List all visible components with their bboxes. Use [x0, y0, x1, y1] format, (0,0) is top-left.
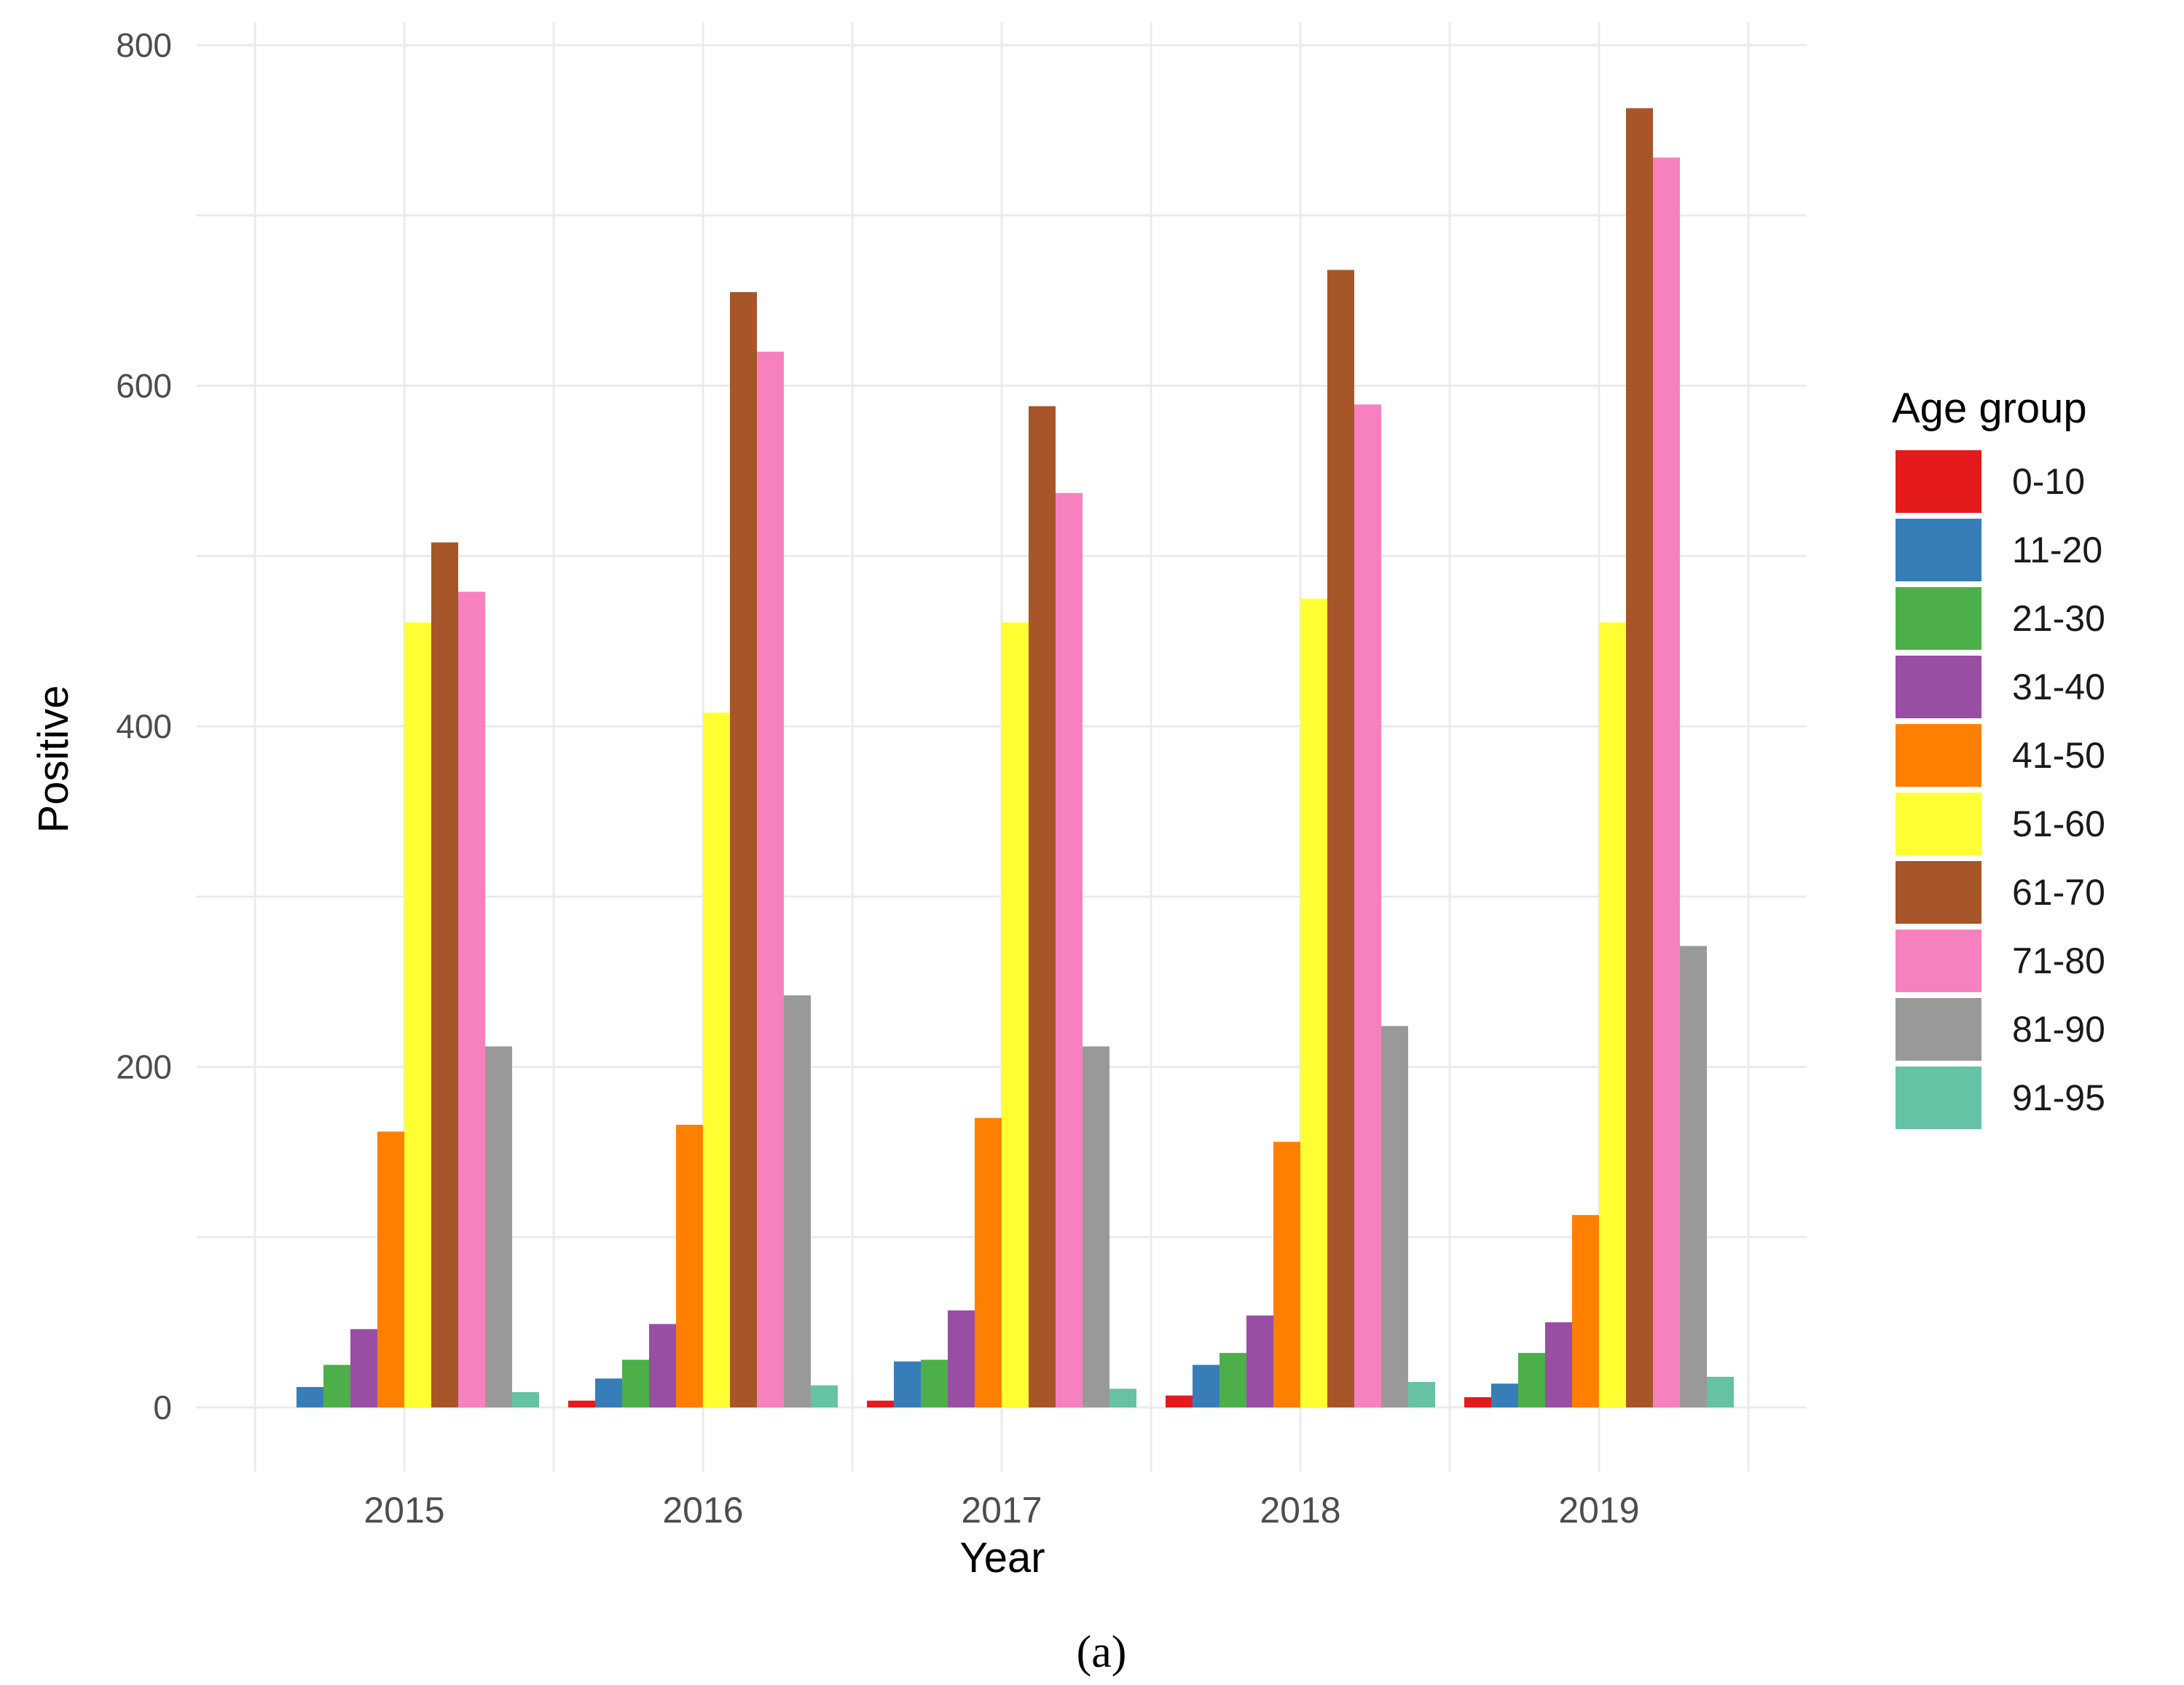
legend-label-21-30: 21-30: [2012, 598, 2105, 639]
bar-2019-11-20: [1491, 1383, 1518, 1407]
legend-label-41-50: 41-50: [2012, 735, 2105, 776]
legend-key-71-80: [1896, 930, 1981, 992]
bar-2019-51-60: [1599, 622, 1626, 1407]
y-tick-label: 400: [116, 707, 172, 745]
bar-2016-81-90: [784, 995, 811, 1407]
bar-2017-11-20: [894, 1361, 921, 1407]
bar-2018-61-70: [1327, 270, 1354, 1407]
bar-2019-21-30: [1518, 1353, 1545, 1407]
bar-2019-0-10: [1464, 1397, 1491, 1407]
bar-2019-41-50: [1572, 1214, 1599, 1407]
x-axis-ticks: 2015 2016 2017 2018 2019: [364, 1490, 1639, 1531]
bar-2017-61-70: [1029, 406, 1056, 1407]
bar-2019-81-90: [1680, 946, 1707, 1407]
legend-label-61-70: 61-70: [2012, 872, 2105, 913]
y-tick-label: 600: [116, 367, 172, 405]
bar-2018-0-10: [1166, 1395, 1193, 1407]
x-tick-label: 2018: [1260, 1490, 1340, 1531]
bar-2015-21-30: [323, 1364, 350, 1407]
bar-2015-31-40: [350, 1329, 377, 1407]
bar-2016-41-50: [676, 1124, 703, 1407]
bar-2016-91-95: [811, 1385, 838, 1407]
x-tick-label: 2016: [662, 1490, 743, 1531]
bar-2015-41-50: [377, 1131, 404, 1407]
bar-2016-51-60: [703, 712, 730, 1407]
legend-key-61-70: [1896, 861, 1981, 924]
legend-key-41-50: [1896, 724, 1981, 787]
bar-2015-81-90: [485, 1046, 512, 1407]
x-axis-title: Year: [959, 1534, 1045, 1582]
bar-2016-0-10: [568, 1400, 595, 1407]
bar-2018-21-30: [1219, 1353, 1246, 1407]
legend-key-21-30: [1896, 587, 1981, 650]
y-axis-ticks: 0 200 400 600 800: [116, 26, 172, 1426]
bar-2018-51-60: [1300, 598, 1327, 1407]
bar-2019-61-70: [1626, 108, 1653, 1407]
y-tick-label: 0: [153, 1389, 172, 1426]
legend: Age group 0-10 11-20 21-30 31-40 41-50 51-60 6…: [1892, 385, 2105, 1129]
bar-2016-11-20: [595, 1378, 622, 1407]
x-tick-label: 2017: [961, 1490, 1042, 1531]
legend-key-0-10: [1896, 450, 1981, 513]
bar-2015-91-95: [512, 1391, 539, 1407]
bar-2016-21-30: [622, 1359, 649, 1407]
y-tick-label: 800: [116, 26, 172, 64]
bar-2019-31-40: [1545, 1322, 1572, 1407]
y-tick-label: 200: [116, 1048, 172, 1086]
legend-label-71-80: 71-80: [2012, 940, 2105, 981]
legend-key-81-90: [1896, 998, 1981, 1061]
x-tick-label: 2015: [364, 1490, 444, 1531]
bar-2017-51-60: [1002, 622, 1029, 1407]
bar-2015-71-80: [458, 592, 485, 1407]
legend-title: Age group: [1892, 385, 2087, 432]
bar-2017-71-80: [1056, 492, 1083, 1408]
y-axis-title: Positive: [30, 685, 77, 833]
legend-label-91-95: 91-95: [2012, 1077, 2105, 1118]
bar-2017-41-50: [975, 1118, 1002, 1407]
bar-2019-91-95: [1707, 1376, 1734, 1407]
bar-2018-91-95: [1408, 1381, 1435, 1407]
bar-2016-31-40: [649, 1324, 676, 1407]
bar-2015-11-20: [296, 1386, 323, 1407]
legend-label-81-90: 81-90: [2012, 1009, 2105, 1050]
bar-2018-31-40: [1246, 1315, 1273, 1407]
bar-2018-81-90: [1381, 1026, 1408, 1407]
legend-key-11-20: [1896, 519, 1981, 581]
bar-2017-31-40: [948, 1310, 975, 1407]
legend-key-51-60: [1896, 793, 1981, 855]
figure-caption: (a): [1077, 1627, 1127, 1677]
bar-2018-11-20: [1193, 1364, 1219, 1407]
bar-2017-81-90: [1083, 1046, 1109, 1407]
bar-2016-71-80: [757, 351, 784, 1407]
bar-2017-21-30: [921, 1359, 948, 1407]
legend-label-51-60: 51-60: [2012, 804, 2105, 844]
bar-2017-91-95: [1109, 1389, 1136, 1407]
bar-2019-71-80: [1653, 157, 1680, 1407]
legend-label-11-20: 11-20: [2012, 530, 2102, 570]
bar-2016-61-70: [730, 291, 757, 1407]
legend-label-31-40: 31-40: [2012, 667, 2105, 707]
bar-2015-51-60: [404, 622, 431, 1407]
legend-label-0-10: 0-10: [2012, 461, 2085, 502]
legend-key-91-95: [1896, 1067, 1981, 1129]
bar-2018-71-80: [1354, 404, 1381, 1407]
bar-2018-41-50: [1273, 1142, 1300, 1407]
bars: [296, 108, 1734, 1408]
x-tick-label: 2019: [1558, 1490, 1639, 1531]
bar-2017-0-10: [867, 1400, 894, 1407]
bar-2015-61-70: [431, 542, 458, 1407]
legend-key-31-40: [1896, 656, 1981, 718]
